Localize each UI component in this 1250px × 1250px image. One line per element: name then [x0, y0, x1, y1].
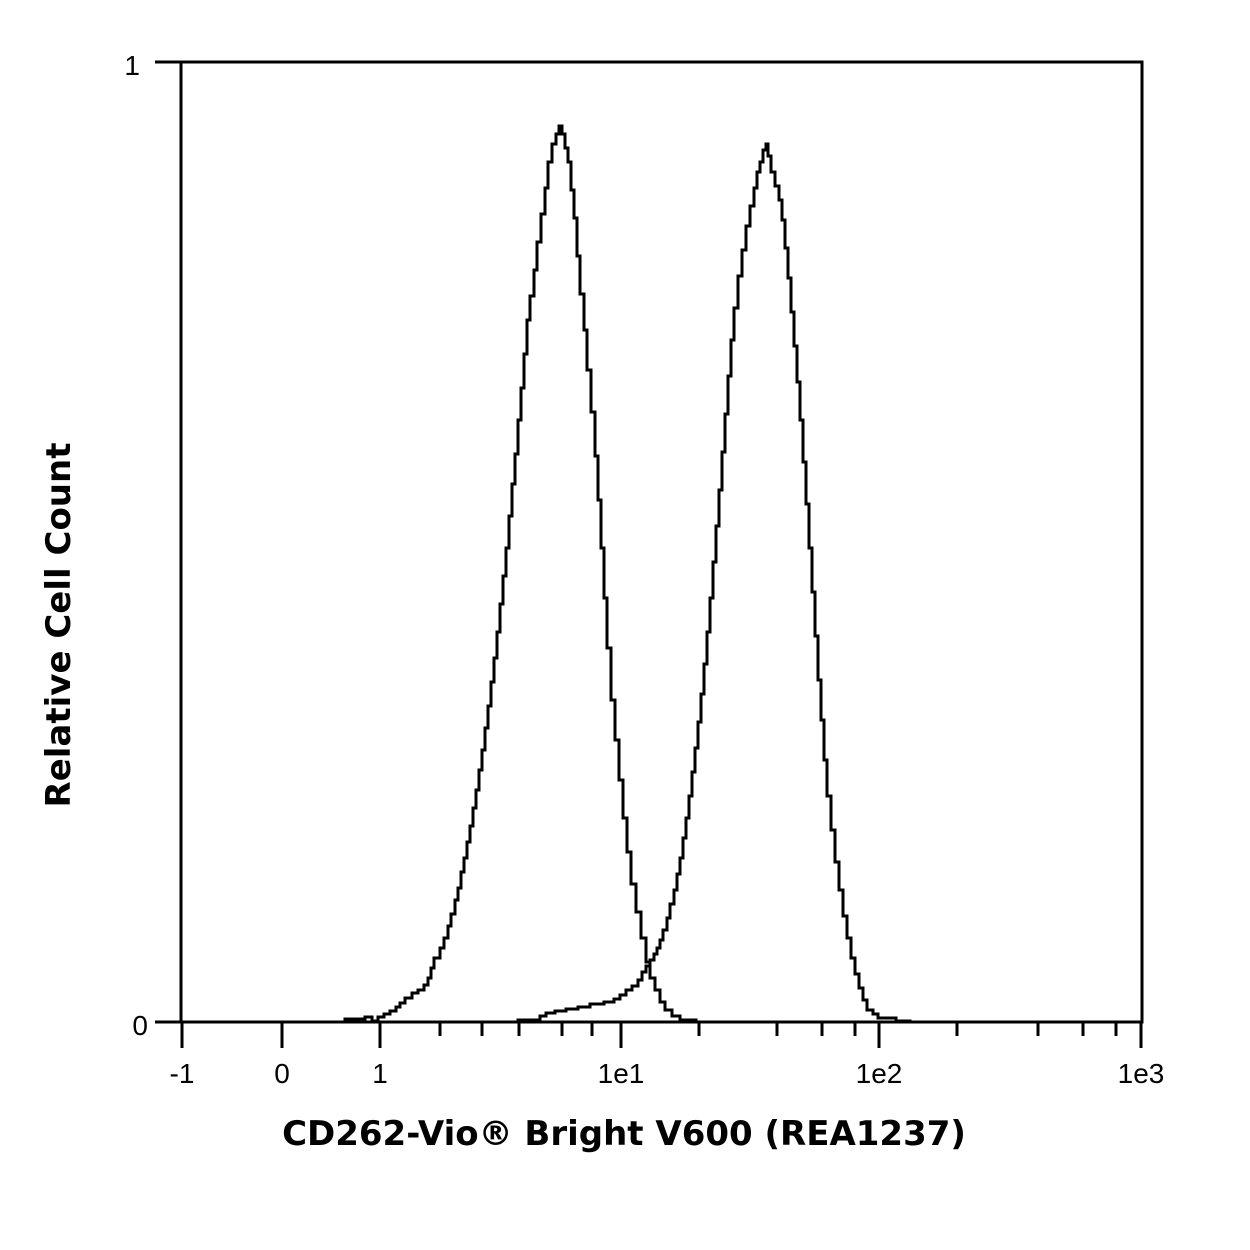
y-axis: 1 0	[124, 50, 181, 1041]
x-axis	[180, 1022, 1143, 1048]
x-tick-label: 1e2	[856, 1058, 903, 1089]
y-tick-label: 0	[132, 1010, 148, 1041]
histogram-stained-curve	[486, 142, 912, 1024]
y-tick-label: 1	[124, 50, 140, 81]
x-tick-label: 1e1	[598, 1058, 645, 1089]
x-tick-label: -1	[170, 1058, 195, 1089]
histogram-control-curve	[330, 124, 698, 1024]
plot-frame	[179, 60, 1144, 1024]
x-tick-labels: -1 0 1 1e1 1e2 1e3	[170, 1058, 1165, 1089]
x-axis-title: CD262-Vio® Bright V600 (REA1237)	[282, 1114, 966, 1154]
x-tick-label: 0	[274, 1058, 290, 1089]
y-axis-title: Relative Cell Count	[39, 443, 79, 808]
x-tick-label: 1	[372, 1058, 388, 1089]
x-tick-label: 1e3	[1118, 1058, 1165, 1089]
